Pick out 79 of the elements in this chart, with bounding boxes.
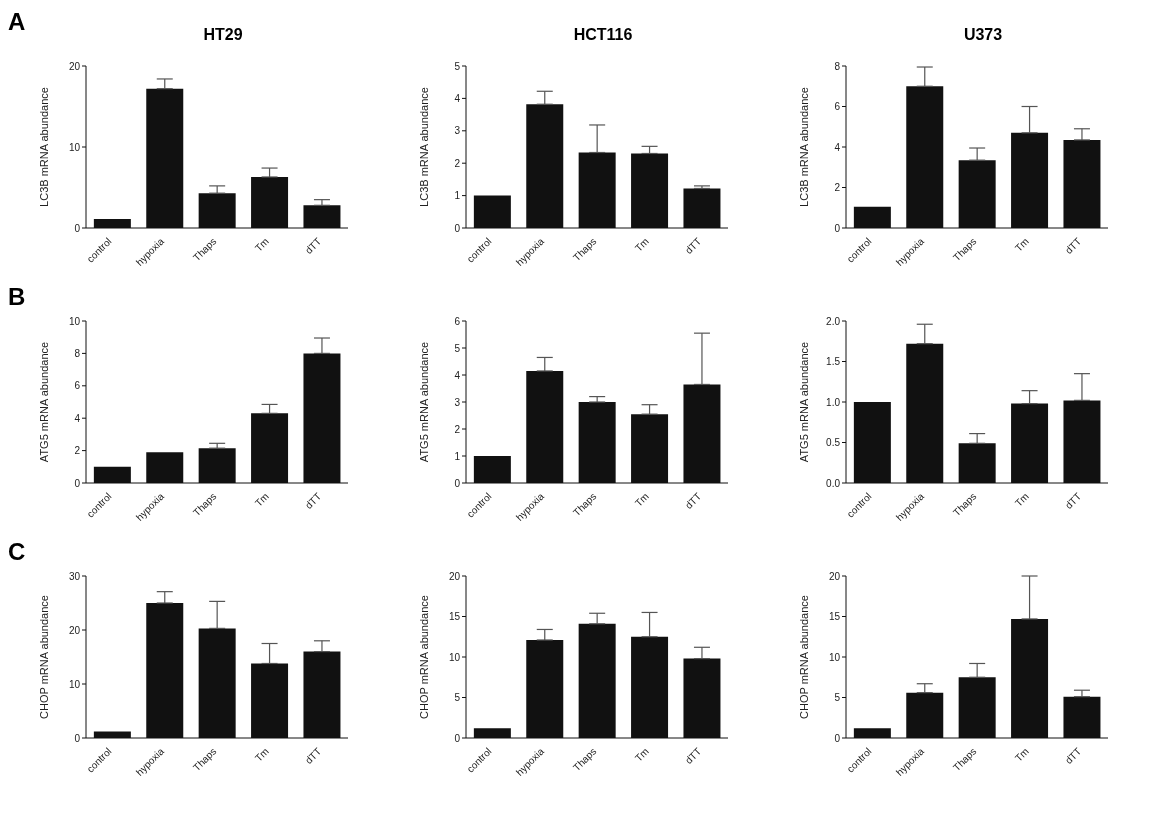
- y-tick-label: 4: [454, 369, 461, 381]
- y-axis-title: ATG5 mRNA abundance: [417, 341, 430, 463]
- y-tick-label: 0: [74, 477, 81, 489]
- chart-title: HCT116: [572, 26, 634, 44]
- x-tick-label: Tm: [1012, 490, 1031, 509]
- y-axis-title: LC3B mRNA abundance: [37, 87, 50, 207]
- x-tick-label: dTT: [682, 490, 704, 511]
- x-tick-label: dTT: [1062, 745, 1084, 766]
- chart-title: U373: [962, 26, 1004, 44]
- y-tick-label: 1: [454, 190, 461, 202]
- y-axis-title: CHOP mRNA abundance: [797, 595, 810, 719]
- text: B: [8, 283, 26, 311]
- y-tick-label: 20: [68, 60, 81, 72]
- x-tick-label: dTT: [302, 490, 324, 511]
- y-tick-label: 2: [74, 445, 81, 457]
- x-tick-label: Tm: [1012, 235, 1031, 254]
- y-axis-title: ATG5 mRNA abundance: [37, 341, 50, 463]
- y-tick-label: 15: [448, 611, 461, 623]
- y-tick-label: 3: [454, 125, 461, 137]
- x-tick-label: dTT: [1062, 235, 1084, 256]
- y-tick-label: 6: [454, 315, 461, 327]
- y-tick-label: 1.5: [826, 356, 841, 368]
- y-tick-label: 8: [74, 347, 81, 359]
- x-tick-label: Tm: [632, 490, 651, 509]
- y-tick-label: 0: [74, 732, 81, 744]
- y-tick-label: 5: [454, 60, 461, 72]
- y-tick-label: 10: [448, 651, 461, 663]
- x-tick-label: dTT: [302, 235, 324, 256]
- y-tick-label: 1: [454, 450, 461, 462]
- text: C: [8, 538, 26, 566]
- y-tick-label: 0: [454, 222, 461, 234]
- y-tick-label: 0: [834, 222, 841, 234]
- y-tick-label: 3: [454, 396, 461, 408]
- y-axis-title: LC3B mRNA abundance: [417, 87, 430, 207]
- x-tick-label: Tm: [252, 745, 271, 764]
- y-tick-label: 10: [828, 651, 841, 663]
- y-axis-title: CHOP mRNA abundance: [37, 595, 50, 719]
- y-tick-label: 20: [68, 624, 81, 636]
- x-tick-label: Tm: [252, 490, 271, 509]
- y-tick-label: 5: [834, 692, 841, 704]
- x-tick-label: Tm: [1012, 745, 1031, 764]
- y-tick-label: 0: [74, 222, 81, 234]
- y-tick-label: 2: [834, 182, 841, 194]
- y-tick-label: 0.5: [826, 437, 841, 449]
- text: A: [8, 8, 26, 36]
- x-tick-label: Tm: [632, 745, 651, 764]
- y-tick-label: 5: [454, 342, 461, 354]
- x-tick-label: dTT: [682, 745, 704, 766]
- y-tick-label: 10: [68, 141, 81, 153]
- y-axis-title: LC3B mRNA abundance: [797, 87, 810, 207]
- y-tick-label: 4: [454, 92, 461, 104]
- y-tick-label: 0: [454, 477, 461, 489]
- x-tick-label: Tm: [252, 235, 271, 254]
- y-tick-label: 6: [74, 380, 81, 392]
- y-tick-label: 2.0: [826, 315, 841, 327]
- chart-title: HT29: [202, 26, 244, 44]
- y-tick-label: 0: [454, 732, 461, 744]
- x-tick-label: dTT: [302, 745, 324, 766]
- y-tick-label: 20: [448, 570, 461, 582]
- y-tick-label: 2: [454, 157, 461, 169]
- y-tick-label: 30: [68, 570, 81, 582]
- y-tick-label: 6: [834, 101, 841, 113]
- y-tick-label: 4: [74, 412, 81, 424]
- y-tick-label: 0.0: [826, 477, 841, 489]
- y-tick-label: 8: [834, 60, 841, 72]
- y-tick-label: 0: [834, 732, 841, 744]
- y-tick-label: 20: [828, 570, 841, 582]
- y-tick-label: 1.0: [826, 396, 841, 408]
- x-tick-label: Tm: [632, 235, 651, 254]
- x-tick-label: dTT: [1062, 490, 1084, 511]
- y-tick-label: 2: [454, 423, 461, 435]
- y-axis-title: ATG5 mRNA abundance: [797, 341, 810, 463]
- y-tick-label: 15: [828, 611, 841, 623]
- y-tick-label: 5: [454, 692, 461, 704]
- x-tick-label: dTT: [682, 235, 704, 256]
- y-tick-label: 10: [68, 678, 81, 690]
- y-axis-title: CHOP mRNA abundance: [417, 595, 430, 719]
- y-tick-label: 10: [68, 315, 81, 327]
- y-tick-label: 4: [834, 141, 841, 153]
